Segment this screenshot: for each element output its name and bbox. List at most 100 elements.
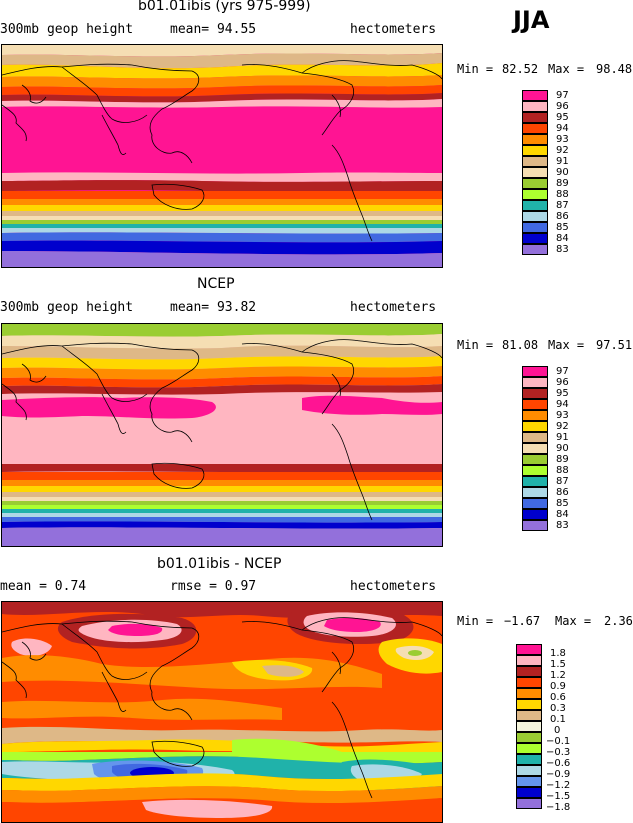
legend-label: 85 (556, 222, 569, 233)
legend-label: 90 (556, 167, 569, 178)
legend-label: 94 (556, 399, 569, 410)
legend-swatch (522, 101, 548, 112)
legend-label: 0.1 (550, 714, 566, 725)
legend-label: 83 (556, 520, 569, 531)
legend-swatch (516, 699, 542, 710)
legend-label: −1.5 (546, 791, 571, 802)
legend-swatch (522, 432, 548, 443)
legend-label: 83 (556, 244, 569, 255)
legend-swatch (522, 189, 548, 200)
legend-label: 84 (556, 509, 569, 520)
legend-label: 1.8 (550, 648, 566, 659)
legend-label: 85 (556, 498, 569, 509)
legend-label: 91 (556, 156, 569, 167)
legend-swatch (522, 421, 548, 432)
legend-swatch (516, 743, 542, 754)
legend-label: −0.3 (546, 747, 571, 758)
legend-label: 93 (556, 134, 569, 145)
legend-swatch (516, 776, 542, 787)
panel3-map (1, 601, 443, 823)
panel1-field-label: 300mb geop height (0, 22, 134, 37)
legend-swatch (516, 732, 542, 743)
legend-label: 97 (556, 90, 569, 101)
panel2-map (1, 323, 443, 547)
legend-swatch (516, 754, 542, 765)
legend-label: 93 (556, 410, 569, 421)
legend-swatch (522, 167, 548, 178)
panel2-title: NCEP (197, 276, 235, 292)
panel2-units-label: hectometers (350, 300, 437, 315)
legend-swatch (522, 443, 548, 454)
legend-swatch (522, 222, 548, 233)
panel1-max-label: Max = (548, 62, 585, 76)
legend-swatch (522, 211, 548, 222)
legend-swatch (516, 677, 542, 688)
legend-swatch (522, 520, 548, 531)
legend-swatch (522, 410, 548, 421)
legend-swatch (522, 465, 548, 476)
legend-label: 87 (556, 200, 569, 211)
legend-label: −0.6 (546, 758, 571, 769)
legend-label: 86 (556, 211, 569, 222)
legend-label: 95 (556, 112, 569, 123)
legend-label: 96 (556, 101, 569, 112)
panel1-map (1, 44, 443, 268)
legend-swatch (522, 509, 548, 520)
legend-swatch (522, 377, 548, 388)
panel3-legend: 1.8 1.5 1.2 0.9 0.6 0.3 0.1 0 −0.1 −0.3 … (516, 644, 606, 816)
panel2-max-value: 97.51 (596, 338, 633, 352)
legend-label: 92 (556, 421, 569, 432)
legend-label: 89 (556, 454, 569, 465)
panel2-legend: 97 96 95 94 93 92 91 90 89 88 87 86 85 8… (522, 366, 602, 536)
panel1-mean-label: mean= 94.55 (170, 22, 257, 37)
legend-swatch (522, 233, 548, 244)
legend-label: 86 (556, 487, 569, 498)
panel3-units-label: hectometers (350, 579, 437, 594)
legend-swatch (522, 498, 548, 509)
season-label: JJA (513, 6, 550, 34)
legend-label: 90 (556, 443, 569, 454)
legend-label: 0.9 (550, 681, 566, 692)
legend-label: 88 (556, 465, 569, 476)
panel3-max-label: Max = (555, 614, 592, 628)
panel1-min-value: 82.52 (502, 62, 539, 76)
legend-label: 88 (556, 189, 569, 200)
legend-label: 92 (556, 145, 569, 156)
legend-swatch (516, 798, 542, 809)
legend-label: 95 (556, 388, 569, 399)
legend-label: 0.3 (550, 703, 566, 714)
legend-swatch (522, 112, 548, 123)
legend-swatch (522, 145, 548, 156)
legend-swatch (516, 666, 542, 677)
legend-label: 87 (556, 476, 569, 487)
panel2-min-value: 81.08 (502, 338, 539, 352)
panel1-units-label: hectometers (350, 22, 437, 37)
legend-label: 89 (556, 178, 569, 189)
legend-swatch (522, 366, 548, 377)
legend-label: 1.2 (550, 670, 566, 681)
panel3-mean-label: mean = 0.74 (0, 579, 87, 594)
legend-swatch (522, 388, 548, 399)
legend-swatch (516, 721, 542, 732)
panel1-legend: 97 96 95 94 93 92 91 90 89 88 87 86 85 8… (522, 90, 602, 260)
legend-label: 97 (556, 366, 569, 377)
legend-label: 1.5 (550, 659, 566, 670)
legend-label: 0.6 (550, 692, 566, 703)
legend-swatch (522, 487, 548, 498)
panel3-min-label: Min = (457, 614, 494, 628)
panel1-max-value: 98.48 (596, 62, 633, 76)
legend-swatch (516, 644, 542, 655)
legend-swatch (516, 655, 542, 666)
legend-swatch (522, 476, 548, 487)
legend-label: 96 (556, 377, 569, 388)
panel2-min-label: Min = (457, 338, 494, 352)
panel2-mean-label: mean= 93.82 (170, 300, 257, 315)
legend-swatch (522, 90, 548, 101)
panel3-title: b01.01ibis - NCEP (157, 556, 282, 572)
legend-label: 0 (554, 725, 561, 736)
legend-swatch (522, 244, 548, 255)
legend-swatch (522, 134, 548, 145)
legend-swatch (522, 200, 548, 211)
legend-swatch (516, 688, 542, 699)
legend-label: 91 (556, 432, 569, 443)
